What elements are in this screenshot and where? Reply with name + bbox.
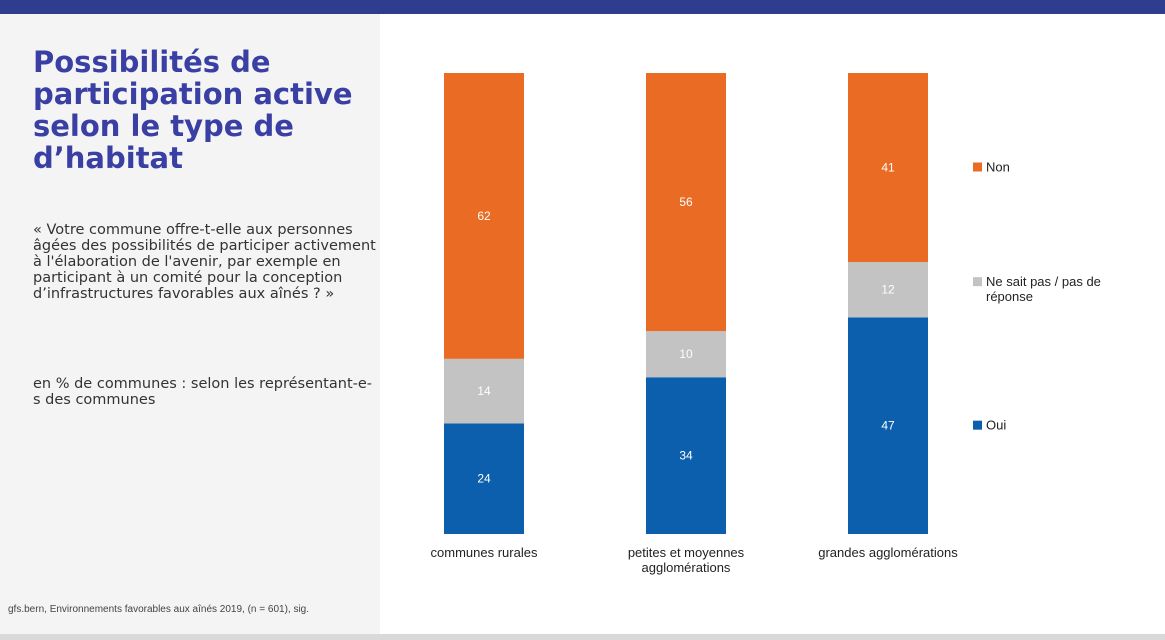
data-label: 12 [881, 283, 895, 297]
bar-segment [646, 331, 726, 378]
bar-segment [848, 73, 928, 263]
legend-swatch [973, 162, 982, 172]
data-label: 41 [881, 161, 895, 175]
bottom-divider [0, 634, 1165, 640]
bar-segment [444, 358, 524, 424]
data-label: 47 [881, 419, 895, 433]
data-label: 14 [477, 384, 491, 398]
bar-segment [848, 262, 928, 318]
bar-segment [444, 423, 524, 534]
bar-segment [646, 73, 726, 332]
left-panel [0, 14, 380, 634]
legend-label: Non [986, 160, 1010, 175]
category-label: petites et moyennes [628, 545, 745, 560]
legend-swatch [973, 420, 982, 430]
data-label: 24 [477, 472, 491, 486]
legend-label: Oui [986, 418, 1006, 433]
legend-swatch [973, 277, 982, 287]
bar-segment [444, 73, 524, 359]
page-title: Possibilités de participation active sel… [33, 45, 353, 175]
bar-segment [646, 377, 726, 534]
category-label: grandes agglomérations [818, 545, 958, 560]
source-note: gfs.bern, Environnements favorables aux … [8, 604, 310, 615]
bar-segment [848, 317, 928, 534]
data-label: 56 [679, 195, 693, 209]
unit-note: en % de communes : selon les représentan… [33, 376, 373, 408]
legend-label: réponse [986, 289, 1033, 304]
category-label: agglomérations [642, 560, 731, 575]
data-label: 62 [477, 209, 491, 223]
data-label: 10 [679, 347, 693, 361]
legend-label: Ne sait pas / pas de [986, 274, 1101, 289]
survey-question: « Votre commune offre-t-elle aux personn… [33, 222, 376, 302]
top-accent-bar [0, 0, 1165, 14]
data-label: 34 [679, 449, 693, 463]
category-label: communes rurales [431, 545, 538, 560]
